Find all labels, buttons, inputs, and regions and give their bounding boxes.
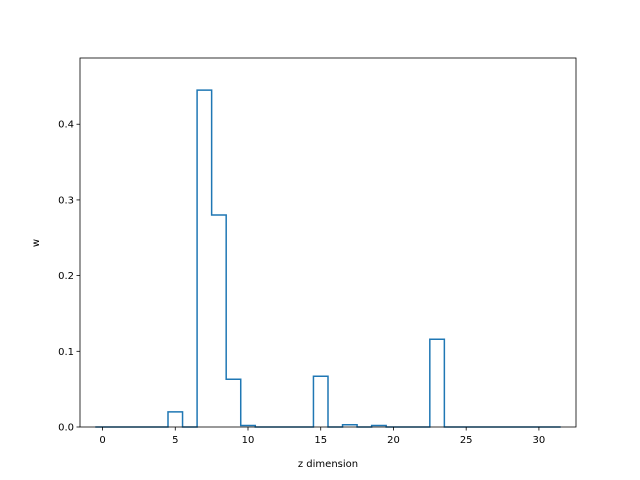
x-axis-label: z dimension <box>298 459 358 470</box>
axes-frame <box>79 57 577 428</box>
x-tick-label: 30 <box>533 435 546 446</box>
y-tick-label: 0.1 <box>58 347 74 358</box>
x-tick-label: 15 <box>314 435 327 446</box>
x-tick-label: 25 <box>460 435 473 446</box>
axes: 0 5 10 15 20 25 30 0.0 0.1 0.2 0.3 0.4 <box>58 57 577 446</box>
histogram-bin <box>168 412 183 427</box>
y-tick-label: 0.0 <box>58 423 74 434</box>
histogram-bin <box>212 215 227 427</box>
plot-area <box>95 89 561 428</box>
y-axis-label: w <box>31 239 42 247</box>
y-tick-label: 0.2 <box>58 271 74 282</box>
x-tick-label: 20 <box>387 435 400 446</box>
histogram-bin <box>197 90 212 427</box>
y-tick-label: 0.4 <box>58 120 74 131</box>
x-tick-label: 10 <box>242 435 255 446</box>
y-tick-label: 0.3 <box>58 195 74 206</box>
histogram-bin <box>313 376 328 427</box>
x-tick-label: 0 <box>99 435 105 446</box>
histogram-bin <box>430 339 445 427</box>
histogram-bin <box>226 379 241 427</box>
x-tick-label: 5 <box>172 435 178 446</box>
